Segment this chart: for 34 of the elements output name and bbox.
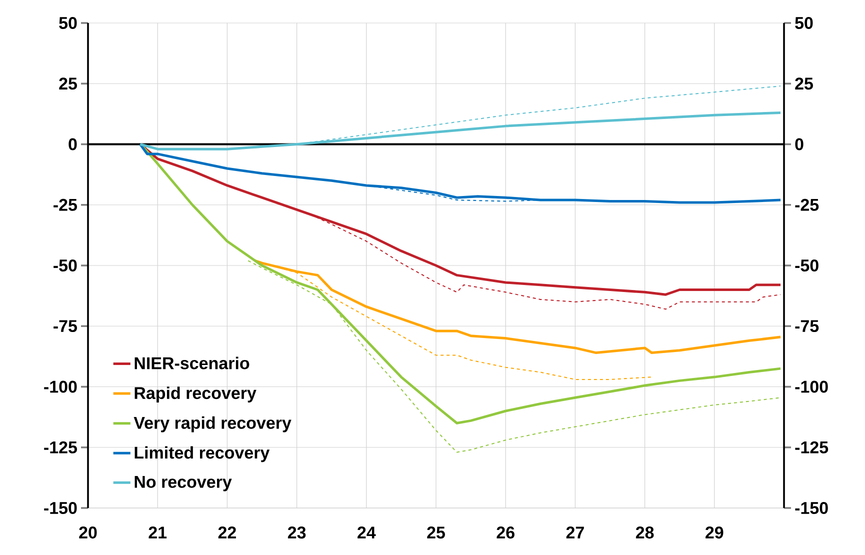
- x-tick-label: 23: [288, 526, 306, 539]
- y2-tick-label: -125: [795, 441, 828, 454]
- y2-tick-label: -150: [795, 502, 828, 514]
- y2-tick-label: -100: [795, 380, 828, 393]
- y2-tick-label: 25: [795, 78, 813, 90]
- x-tick-label: 20: [79, 526, 97, 539]
- y-tick-label: 50: [59, 16, 77, 30]
- legend-label: Very rapid recovery: [134, 416, 292, 432]
- x-tick-label: 28: [636, 526, 654, 539]
- y-tick-label: -50: [54, 259, 77, 272]
- y-tick-label: -25: [54, 198, 77, 211]
- line-series: [138, 143, 782, 204]
- x-tick-label: 21: [148, 526, 167, 538]
- x-tick-label: 22: [218, 526, 236, 538]
- x-tick-label: 26: [496, 526, 514, 539]
- x-tick-label: 24: [358, 526, 376, 538]
- y2-tick-label: -75: [795, 320, 819, 332]
- y-tick-label: -75: [54, 320, 77, 332]
- y2-tick-label: 0: [795, 138, 804, 150]
- legend-label: Limited recovery: [134, 446, 270, 462]
- y2-tick-label: -50: [795, 259, 818, 272]
- y2-tick-label: -25: [795, 198, 819, 211]
- x-tick-label: 25: [427, 526, 445, 539]
- y-tick-label: -150: [44, 502, 77, 514]
- y-tick-label: -125: [44, 441, 77, 454]
- x-tick-label: 27: [566, 526, 584, 538]
- y-tick-label: 25: [59, 78, 77, 90]
- legend-label: No recovery: [134, 476, 232, 492]
- y-tick-label: 0: [68, 138, 77, 150]
- legend-label: Rapid recovery: [134, 386, 256, 402]
- y2-tick-label: 50: [795, 16, 813, 30]
- legend-label: NIER-scenario: [134, 356, 250, 370]
- x-tick-label: 29: [706, 526, 724, 539]
- y-tick-label: -100: [44, 380, 77, 393]
